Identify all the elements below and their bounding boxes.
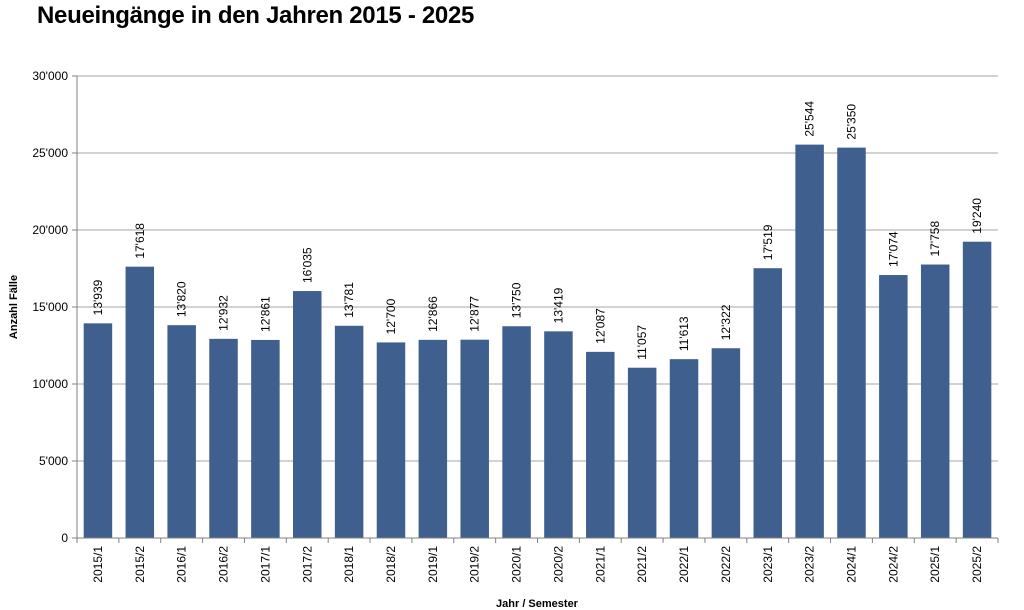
x-tick-label: 2016/2 bbox=[217, 546, 231, 583]
bar bbox=[209, 338, 238, 538]
data-label: 12'866 bbox=[426, 296, 440, 332]
data-label: 13'781 bbox=[342, 282, 356, 318]
x-tick-label: 2019/1 bbox=[426, 546, 440, 583]
y-tick-label: 25'000 bbox=[32, 146, 68, 160]
data-label: 11'613 bbox=[677, 316, 691, 351]
x-tick-label: 2020/2 bbox=[551, 546, 565, 583]
bar bbox=[167, 325, 196, 538]
bar bbox=[920, 264, 950, 538]
chart-title: Neueingänge in den Jahren 2015 - 2025 bbox=[37, 2, 475, 29]
bar bbox=[544, 331, 573, 538]
x-tick-label: 2024/1 bbox=[844, 546, 858, 583]
data-label: 19'240 bbox=[970, 198, 984, 234]
bar bbox=[334, 325, 364, 538]
data-label: 11'057 bbox=[635, 325, 649, 360]
data-label: 12'087 bbox=[593, 308, 607, 344]
data-label: 13'939 bbox=[91, 279, 105, 315]
x-tick-label: 2015/2 bbox=[133, 546, 147, 583]
x-tick-label: 2017/1 bbox=[258, 546, 272, 583]
data-label: 25'544 bbox=[803, 101, 817, 137]
data-label: 17'519 bbox=[761, 224, 775, 260]
data-label: 13'419 bbox=[551, 287, 565, 323]
x-tick-label: 2018/1 bbox=[342, 546, 356, 583]
data-label: 17'074 bbox=[886, 231, 900, 267]
bar bbox=[376, 342, 406, 538]
data-label: 25'350 bbox=[844, 104, 858, 140]
data-label: 16'035 bbox=[300, 247, 314, 283]
data-label: 17'618 bbox=[133, 223, 147, 259]
y-tick-label: 10'000 bbox=[32, 377, 68, 391]
x-tick-label: 2025/1 bbox=[928, 546, 942, 583]
bar bbox=[586, 351, 615, 538]
bar bbox=[711, 348, 741, 538]
bar bbox=[753, 268, 782, 538]
data-label: 12'322 bbox=[719, 304, 733, 340]
bar bbox=[795, 144, 824, 538]
bar bbox=[293, 291, 322, 538]
bar bbox=[962, 241, 992, 539]
bar bbox=[125, 266, 155, 538]
bar bbox=[502, 326, 531, 538]
bar bbox=[251, 339, 280, 538]
y-tick-label: 20'000 bbox=[32, 223, 68, 237]
x-tick-label: 2024/2 bbox=[886, 546, 900, 583]
x-tick-label: 2018/2 bbox=[384, 546, 398, 583]
data-label: 17'758 bbox=[928, 221, 942, 257]
x-tick-label: 2023/1 bbox=[761, 546, 775, 583]
data-label: 13'820 bbox=[175, 281, 189, 317]
bar bbox=[83, 323, 113, 538]
y-tick-label: 15'000 bbox=[32, 300, 68, 314]
x-tick-label: 2025/2 bbox=[970, 546, 984, 583]
x-tick-label: 2023/2 bbox=[803, 546, 817, 583]
bar bbox=[837, 147, 866, 539]
x-tick-label: 2019/2 bbox=[468, 546, 482, 583]
x-axis: 2015/1 2015/2 2016/1 2016/2 2017/1 2017/2 2018… bbox=[76, 537, 999, 583]
y-tick-label: 5'000 bbox=[39, 454, 68, 468]
y-tick-label: 0 bbox=[61, 531, 68, 545]
y-axis: 0 5'000 10'000 15'000 20'000 25'000 30'000 bbox=[32, 69, 78, 545]
data-label: 12'861 bbox=[258, 296, 272, 332]
data-labels: 13'939 17'618 13'820 12'932 12'861 16'035 13'7… bbox=[91, 101, 984, 360]
x-tick-label: 2022/1 bbox=[677, 546, 691, 583]
y-tick-label: 30'000 bbox=[32, 69, 68, 83]
data-label: 12'877 bbox=[468, 296, 482, 332]
x-tick-label: 2016/1 bbox=[175, 546, 189, 583]
x-axis-title: Jahr / Semester bbox=[496, 598, 579, 610]
bar bbox=[418, 339, 448, 538]
x-tick-label: 2017/2 bbox=[300, 546, 314, 583]
y-axis-title: Anzahl Fälle bbox=[8, 275, 20, 339]
x-tick-label: 2021/2 bbox=[635, 546, 649, 583]
x-tick-label: 2021/1 bbox=[593, 546, 607, 583]
bar bbox=[460, 339, 489, 538]
x-tick-label: 2015/1 bbox=[91, 546, 105, 583]
x-tick-label: 2020/1 bbox=[510, 546, 524, 583]
bar bbox=[627, 367, 657, 538]
bar bbox=[669, 359, 699, 538]
bars bbox=[83, 144, 992, 539]
data-label: 13'750 bbox=[510, 282, 524, 318]
data-label: 12'932 bbox=[217, 295, 231, 331]
bar bbox=[879, 275, 908, 538]
data-label: 12'700 bbox=[384, 298, 398, 334]
x-tick-label: 2022/2 bbox=[719, 546, 733, 583]
